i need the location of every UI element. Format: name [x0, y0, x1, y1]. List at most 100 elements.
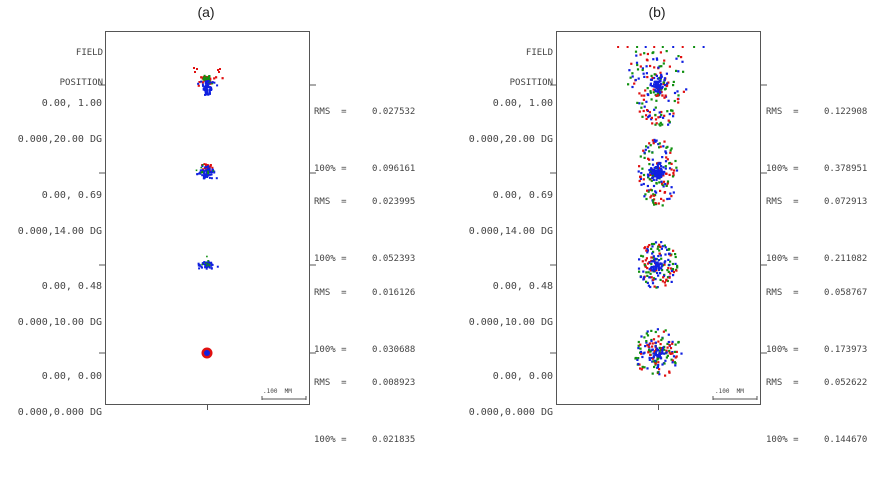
spot-point — [206, 76, 209, 79]
spot-point — [215, 177, 218, 180]
spot-point — [647, 345, 650, 348]
spot-point — [197, 262, 200, 265]
spot-point — [647, 190, 650, 193]
spot-point — [638, 363, 641, 366]
spot-point — [647, 189, 650, 192]
spot-point — [677, 55, 680, 58]
spot-point — [645, 114, 648, 117]
spot-point — [660, 241, 663, 244]
spot-point — [667, 341, 670, 344]
spot-point — [202, 77, 205, 79]
spot-point — [654, 359, 657, 362]
spot-point — [664, 183, 667, 186]
spot-point — [202, 87, 205, 90]
spot-point — [647, 284, 650, 287]
spot-point — [654, 170, 657, 173]
spot-point — [643, 264, 646, 267]
rms-value: 0.058767 — [824, 288, 868, 298]
spot-point — [651, 122, 654, 125]
spot-point — [670, 195, 673, 198]
rms-value: 0.016126 — [372, 288, 416, 298]
spot-point — [658, 167, 661, 170]
field-position-header: FIELD POSITION — [30, 28, 103, 108]
field-angle: 0.000,10.00 DG — [468, 317, 553, 328]
spot-point — [675, 169, 679, 172]
spot-point — [654, 113, 657, 117]
spot-point — [658, 173, 661, 176]
spot-point — [654, 330, 657, 334]
pct-value: 0.211082 — [824, 254, 868, 264]
spot-point — [203, 163, 206, 166]
spot-point — [640, 183, 643, 186]
spot-point — [200, 76, 203, 79]
spot-point — [205, 263, 208, 266]
spot-point — [650, 256, 653, 259]
spot-point — [648, 348, 651, 352]
spot-point — [658, 354, 661, 357]
spot-point — [661, 351, 664, 355]
spot-point — [640, 94, 643, 97]
spot-point — [657, 66, 660, 69]
spot-point — [642, 352, 645, 355]
field-label: 0.00, 0.48 0.000,10.00 DG — [440, 257, 553, 353]
spot-point — [653, 285, 656, 288]
spot-point — [666, 110, 669, 113]
spot-point — [652, 172, 655, 175]
spot-point — [208, 78, 210, 81]
spot-point — [636, 358, 639, 361]
pct-label: 100% = — [314, 435, 347, 445]
spot-point — [672, 271, 675, 274]
spot-point — [645, 340, 648, 343]
spot-point — [654, 194, 657, 197]
spot-point — [653, 76, 656, 80]
spot-point — [648, 163, 651, 166]
spot-point — [663, 263, 666, 266]
spot-point — [665, 156, 668, 159]
spot-point — [659, 272, 662, 275]
spot-point — [661, 46, 664, 48]
spot-point — [650, 276, 653, 279]
spot-point — [652, 250, 655, 253]
spot-point — [215, 76, 218, 79]
spot-point — [665, 152, 668, 155]
spot-point — [206, 83, 209, 86]
spot-point — [652, 194, 656, 197]
spot-point — [205, 267, 208, 270]
spot-point — [663, 77, 666, 80]
spot-point — [645, 100, 648, 103]
spot-point — [205, 166, 208, 168]
spot-point — [211, 81, 214, 84]
spot-point — [677, 101, 680, 104]
spot-point — [653, 203, 656, 206]
spot-point — [647, 116, 650, 119]
spot-point — [652, 360, 655, 363]
spot-point — [206, 264, 208, 267]
spot-point — [211, 169, 214, 172]
spot-point — [652, 255, 655, 258]
spot-point — [663, 79, 666, 82]
spot-point — [672, 46, 675, 48]
spot-point — [205, 171, 208, 174]
spot-point — [205, 164, 207, 167]
spot-point — [196, 68, 198, 70]
spot-point — [653, 46, 656, 48]
spot-point — [662, 330, 665, 333]
spot-point — [641, 255, 645, 258]
spot-point — [668, 351, 671, 354]
spot-point — [653, 166, 656, 169]
spot-point — [651, 269, 654, 272]
spot-point — [205, 90, 208, 93]
field-position-header: FIELD POSITION — [480, 28, 553, 108]
spot-point — [648, 142, 651, 145]
spot-point — [645, 280, 648, 283]
spot-point — [660, 180, 663, 183]
spot-point — [647, 343, 650, 346]
spot-point — [671, 352, 674, 355]
spot-point — [672, 191, 675, 194]
rms-value: 0.008923 — [372, 378, 416, 388]
pct-label: 100% = — [766, 345, 799, 355]
spot-point — [654, 166, 658, 169]
spot-point — [207, 172, 209, 174]
spot-point — [661, 123, 664, 126]
spot-point — [654, 190, 657, 193]
